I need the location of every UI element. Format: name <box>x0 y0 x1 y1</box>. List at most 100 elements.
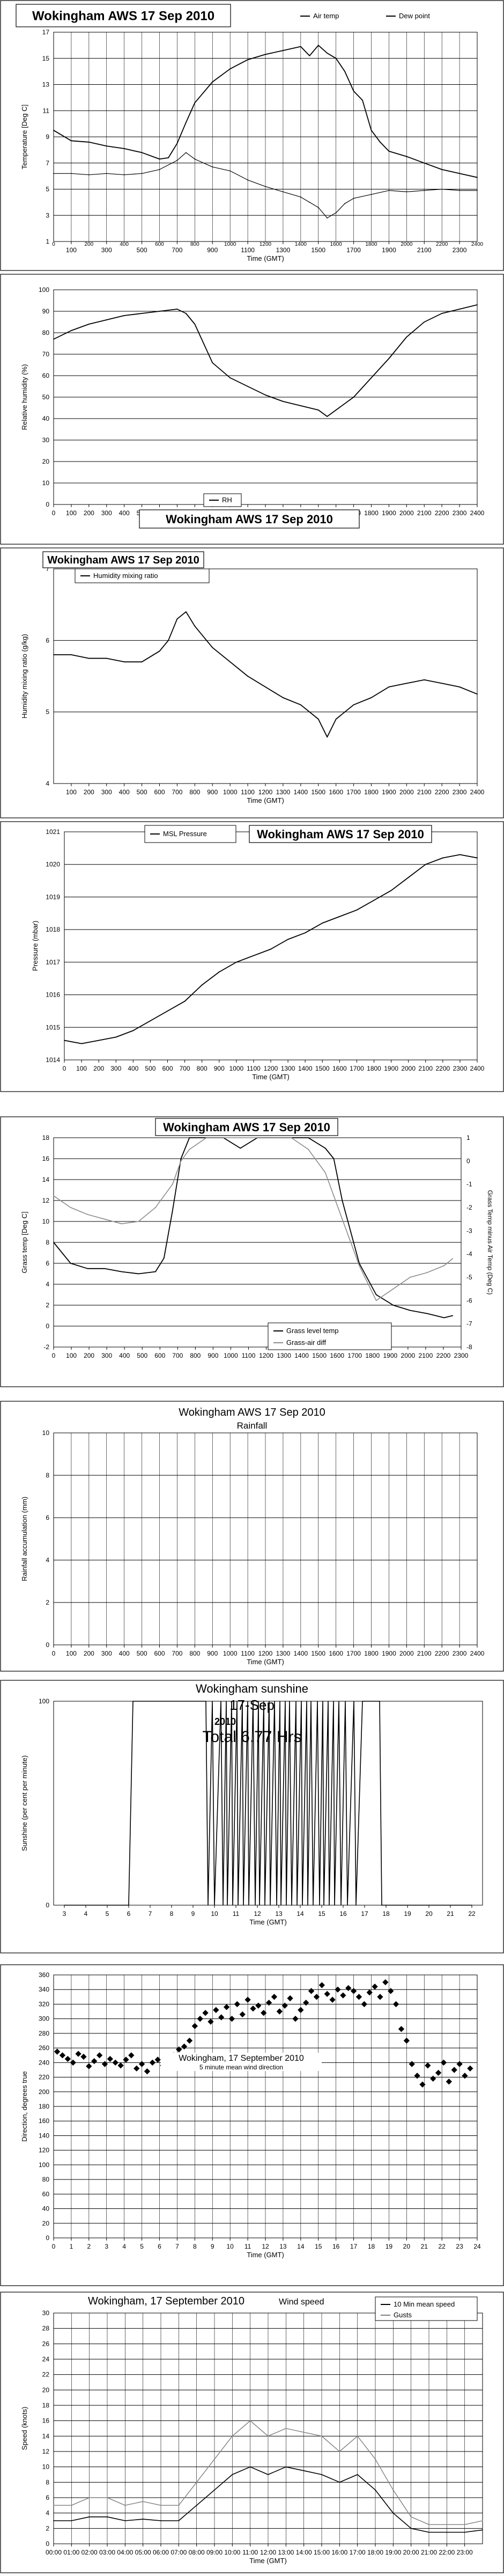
x-tick-label: 300 <box>101 246 112 254</box>
y-tick-label: 320 <box>39 2000 49 2008</box>
x-tick-label: 0 <box>63 1065 66 1072</box>
x-tick-label: 100 <box>66 509 77 517</box>
x-tick-label: 0 <box>52 1650 56 1657</box>
data-point <box>477 304 478 305</box>
data-point <box>428 2524 429 2526</box>
chart-humidity: 0102030405060708090100010020030040050060… <box>0 274 504 545</box>
x-tick-label-minor: 2000 <box>401 241 413 247</box>
x-tick-label: 04:00 <box>117 2549 133 2556</box>
data-point <box>253 1701 254 1702</box>
data-point <box>388 190 390 191</box>
x-tick-label: 12 <box>262 2243 269 2250</box>
x-tick-label: 700 <box>172 1650 182 1657</box>
data-point <box>155 1207 156 1208</box>
data-point <box>309 55 310 56</box>
legend-box <box>75 568 210 583</box>
legend-label: Grass-air diff <box>286 1338 327 1346</box>
y-tick-label: 70 <box>42 350 50 358</box>
y-tick-label: 10 <box>42 479 50 487</box>
data-point <box>442 857 443 859</box>
data-point <box>270 948 271 950</box>
data-point <box>229 68 231 70</box>
y-tick-label-right: -4 <box>466 1250 472 1258</box>
x-tick-label: 0 <box>52 509 56 517</box>
y-tick-label: 10 <box>42 1218 50 1225</box>
x-tick-label: 16 <box>339 1910 347 1918</box>
data-point <box>459 173 460 174</box>
y-tick-label: 2 <box>46 2524 49 2532</box>
data-point <box>178 2505 180 2506</box>
x-tick-label: 17:00 <box>350 2549 366 2556</box>
data-point <box>247 676 248 677</box>
x-tick-label: 08:00 <box>189 2549 205 2556</box>
y-tick-label: 220 <box>39 2074 49 2081</box>
y-tick-label: 8 <box>46 1239 49 1246</box>
data-point <box>406 156 407 157</box>
x-tick-label: 19 <box>404 1910 411 1918</box>
data-point <box>340 1992 346 1999</box>
y-tick-label: 6 <box>46 1260 49 1267</box>
x-tick-label: 1400 <box>293 1650 308 1657</box>
x-tick-label: 17 <box>350 2243 358 2250</box>
legend-label: Humidity mixing ratio <box>93 572 158 580</box>
data-point <box>370 194 372 195</box>
x-tick-label: 13 <box>279 2243 287 2250</box>
x-tick-label: 100 <box>66 246 77 254</box>
y-tick-label: 40 <box>42 415 50 422</box>
x-tick-label: 2100 <box>417 1650 432 1657</box>
data-point <box>441 188 443 190</box>
x-tick-label: 2 <box>87 2243 91 2250</box>
data-point <box>333 1158 335 1159</box>
data-point <box>70 1207 71 1208</box>
data-point <box>265 54 266 55</box>
data-point <box>334 1905 335 1906</box>
data-point <box>446 2524 448 2526</box>
data-point <box>305 932 306 934</box>
x-tick-label: 400 <box>128 1065 138 1072</box>
y-tick-label: 1015 <box>46 1023 60 1031</box>
data-point <box>185 122 187 123</box>
data-point <box>328 1701 329 1702</box>
data-point <box>265 186 266 187</box>
x-tick-label: 2400 <box>470 1065 485 1072</box>
data-point <box>104 1268 105 1269</box>
y-tick-label: 9 <box>46 133 49 141</box>
data-point <box>345 1701 346 1702</box>
y-tick-label: 80 <box>42 329 50 336</box>
data-point <box>214 2489 215 2491</box>
x-tick-label: 700 <box>180 1065 190 1072</box>
x-tick-label: 18:00 <box>367 2549 383 2556</box>
data-point <box>232 2435 233 2437</box>
data-point <box>353 397 354 398</box>
data-point <box>279 1701 280 1702</box>
data-point <box>226 1701 227 1702</box>
x-tick-label: 18 <box>382 1910 390 1918</box>
x-axis-label: Time (GMT) <box>247 1658 284 1666</box>
data-point <box>300 196 301 198</box>
x-tick-label: 4 <box>84 1910 88 1918</box>
x-tick-label: 3 <box>63 1910 66 1918</box>
legend-box <box>144 825 236 843</box>
chart-title: Wokingham AWS 17 Sep 2010 <box>47 554 199 566</box>
x-tick-label: 14 <box>297 1910 304 1918</box>
data-point <box>398 2026 405 2032</box>
data-point <box>335 719 337 720</box>
data-point <box>121 1223 122 1225</box>
data-point <box>255 1905 256 1906</box>
y-tick-label-right: -2 <box>466 1204 472 1211</box>
series-line-0 <box>53 45 478 178</box>
x-tick-label: 1300 <box>276 788 291 796</box>
y-tick-label: 1014 <box>46 1056 60 1064</box>
x-axis-label: Time (GMT) <box>249 2557 287 2565</box>
data-point <box>64 2055 71 2062</box>
data-point <box>392 2512 394 2514</box>
x-tick-label: 19:00 <box>385 2549 401 2556</box>
data-point <box>88 174 90 175</box>
data-point <box>339 2451 340 2452</box>
chart-rainfall: 0 2 4 6 8 10 0 100 200 300 400 500 600 700 800 900 1000 1… <box>0 1401 504 1672</box>
title-bg <box>161 2053 322 2071</box>
data-point <box>142 2501 144 2502</box>
data-point <box>342 1218 343 1220</box>
data-point <box>223 1905 224 1906</box>
